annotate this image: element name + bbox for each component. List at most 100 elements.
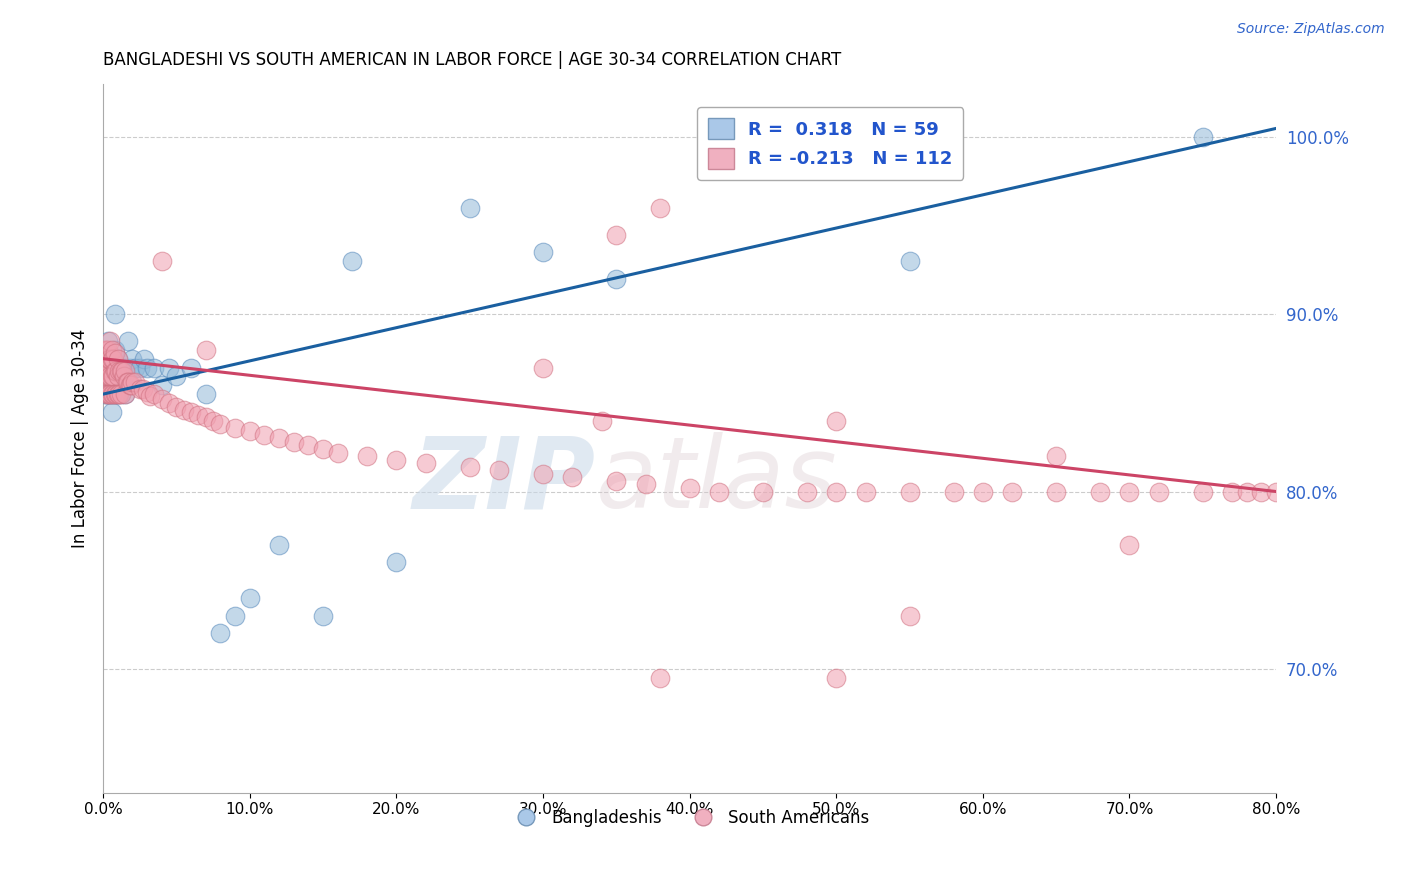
Point: [105, 364, 128, 378]
Point: [110, 364, 132, 378]
Point: [94, 387, 117, 401]
Point: [1191, 130, 1213, 145]
Point: [96, 387, 118, 401]
Point: [101, 378, 124, 392]
Point: [942, 484, 965, 499]
Point: [104, 387, 127, 401]
Point: [165, 369, 187, 384]
Point: [115, 375, 138, 389]
Point: [93, 387, 115, 401]
Point: [96, 360, 118, 375]
Point: [678, 481, 700, 495]
Point: [96, 334, 118, 348]
Point: [93, 351, 115, 366]
Point: [1001, 484, 1024, 499]
Point: [96, 360, 118, 375]
Point: [124, 360, 146, 375]
Point: [707, 484, 730, 499]
Point: [132, 382, 155, 396]
Point: [100, 387, 122, 401]
Point: [898, 608, 921, 623]
Point: [224, 421, 246, 435]
Point: [136, 360, 159, 375]
Point: [103, 360, 125, 375]
Point: [114, 387, 136, 401]
Point: [121, 375, 143, 389]
Point: [117, 334, 139, 348]
Point: [1045, 484, 1067, 499]
Point: [98, 369, 121, 384]
Point: [855, 484, 877, 499]
Point: [121, 351, 143, 366]
Point: [107, 387, 129, 401]
Point: [98, 360, 121, 375]
Point: [224, 608, 246, 623]
Point: [128, 382, 150, 396]
Point: [104, 346, 127, 360]
Point: [114, 364, 136, 378]
Text: atlas: atlas: [596, 433, 838, 529]
Point: [94, 369, 117, 384]
Point: [118, 378, 141, 392]
Point: [104, 307, 127, 321]
Point: [96, 387, 118, 401]
Point: [112, 369, 135, 384]
Point: [239, 425, 262, 439]
Point: [650, 671, 672, 685]
Point: [101, 387, 124, 401]
Point: [173, 403, 195, 417]
Point: [202, 414, 225, 428]
Point: [124, 375, 146, 389]
Point: [312, 608, 335, 623]
Y-axis label: In Labor Force | Age 30-34: In Labor Force | Age 30-34: [72, 329, 89, 548]
Point: [825, 414, 848, 428]
Point: [117, 375, 139, 389]
Point: [150, 378, 173, 392]
Point: [1045, 449, 1067, 463]
Point: [107, 378, 129, 392]
Point: [1191, 484, 1213, 499]
Point: [531, 467, 554, 481]
Point: [253, 427, 276, 442]
Point: [194, 343, 217, 357]
Point: [752, 484, 775, 499]
Text: BANGLADESHI VS SOUTH AMERICAN IN LABOR FORCE | AGE 30-34 CORRELATION CHART: BANGLADESHI VS SOUTH AMERICAN IN LABOR F…: [103, 51, 841, 69]
Point: [120, 378, 142, 392]
Point: [1118, 484, 1140, 499]
Point: [297, 438, 319, 452]
Point: [415, 456, 437, 470]
Point: [209, 626, 232, 640]
Text: ZIP: ZIP: [413, 433, 596, 529]
Point: [98, 387, 121, 401]
Point: [111, 360, 134, 375]
Point: [93, 378, 115, 392]
Point: [634, 477, 657, 491]
Point: [825, 484, 848, 499]
Point: [118, 360, 141, 375]
Point: [165, 400, 187, 414]
Point: [96, 343, 118, 357]
Point: [105, 387, 128, 401]
Point: [209, 417, 232, 432]
Point: [488, 463, 510, 477]
Point: [107, 351, 129, 366]
Point: [194, 387, 217, 401]
Point: [605, 227, 627, 242]
Point: [96, 369, 118, 384]
Point: [110, 387, 132, 401]
Point: [103, 369, 125, 384]
Point: [96, 351, 118, 366]
Point: [157, 396, 180, 410]
Point: [312, 442, 335, 456]
Point: [93, 351, 115, 366]
Point: [1250, 484, 1272, 499]
Point: [531, 245, 554, 260]
Point: [128, 360, 150, 375]
Point: [100, 387, 122, 401]
Point: [93, 343, 115, 357]
Point: [134, 351, 156, 366]
Point: [107, 351, 129, 366]
Point: [356, 449, 378, 463]
Point: [103, 387, 125, 401]
Point: [101, 343, 124, 357]
